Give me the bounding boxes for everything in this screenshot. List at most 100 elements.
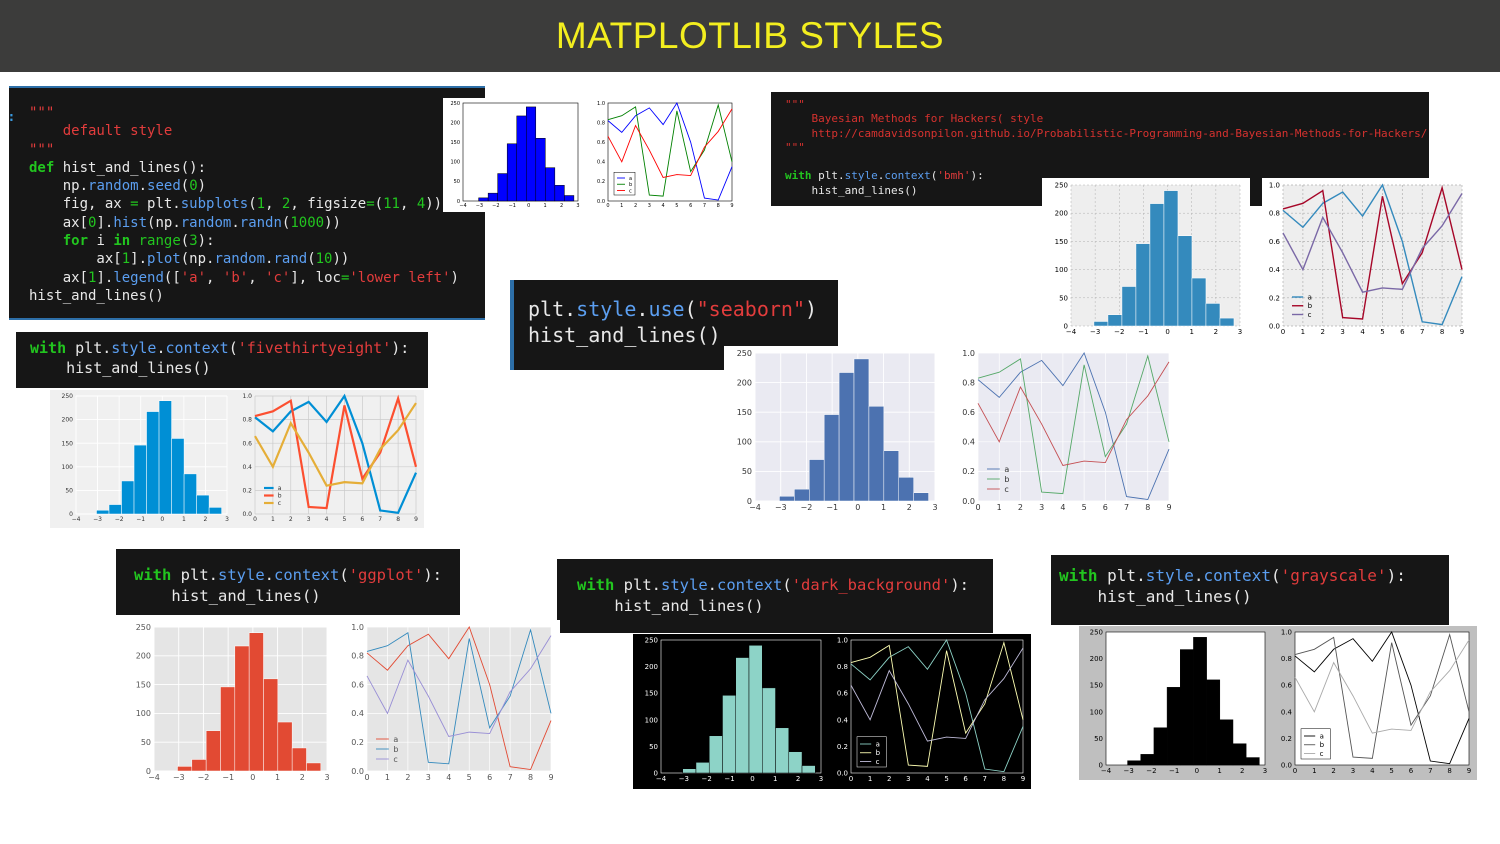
code-line: ax[1].plot(np.random.rand(10)) xyxy=(29,251,350,268)
x-tick-label: −2 xyxy=(492,203,499,209)
x-tick-label: 2 xyxy=(907,503,912,512)
histogram-bar xyxy=(1219,719,1234,766)
histogram-bar xyxy=(1219,317,1235,327)
legend-label: b xyxy=(629,182,632,188)
x-tick-label: 0 xyxy=(364,773,369,782)
x-tick-label: 1 xyxy=(544,203,547,209)
histogram-bar xyxy=(526,106,537,202)
line-chart-grayscale-style: 0 1 2 3 4 5 6 7 8 9 0.0 0.2 0.4 0.6 0.8 1.0 abc xyxy=(1275,626,1477,780)
x-tick-label: 5 xyxy=(675,203,678,209)
x-tick-label: 1 xyxy=(881,503,886,512)
x-tick-label: 5 xyxy=(343,516,347,523)
code-line xyxy=(785,155,1429,169)
x-tick-label: 4 xyxy=(1370,767,1375,775)
x-tick-label: −2 xyxy=(1146,767,1156,775)
line-chart-seaborn-style: 0 1 2 3 4 5 6 7 8 9 0.0 0.2 0.4 0.6 0.8 1.0 abc xyxy=(956,346,1178,518)
x-tick-label: 3 xyxy=(426,773,431,782)
histogram-dark-background-style: −4 −3 −2 −1 0 1 2 3 0 50 100 150 200 250 xyxy=(633,634,831,789)
histogram-bar xyxy=(1206,679,1221,766)
x-tick-label: 3 xyxy=(1238,328,1242,336)
x-tick-label: 1 xyxy=(182,516,186,523)
x-tick-label: 9 xyxy=(730,203,733,209)
y-tick-label: 100 xyxy=(450,160,460,166)
histogram-bar xyxy=(108,504,122,515)
y-tick-label: 0.8 xyxy=(597,120,605,126)
histogram-bar xyxy=(1166,687,1181,766)
x-tick-label: 2 xyxy=(560,203,563,209)
code-line: """ xyxy=(785,98,805,111)
histogram-bar xyxy=(735,657,750,774)
histogram-bar xyxy=(1163,190,1179,327)
histogram-bar xyxy=(1107,314,1123,327)
x-tick-label: 2 xyxy=(1214,328,1218,336)
x-tick-label: 0 xyxy=(160,516,164,523)
histogram-bar xyxy=(545,167,556,202)
y-tick-label: 250 xyxy=(1090,628,1103,636)
y-tick-label: 50 xyxy=(65,488,73,495)
y-tick-label: 0.8 xyxy=(962,378,975,387)
x-tick-label: 9 xyxy=(548,773,553,782)
code-line: http://camdavidsonpilon.github.io/Probab… xyxy=(785,126,1428,140)
x-tick-label: 8 xyxy=(396,516,400,523)
y-tick-label: 0.0 xyxy=(1269,322,1280,330)
histogram-bar xyxy=(158,400,172,515)
histogram-bar xyxy=(794,488,810,502)
histogram-bar xyxy=(1149,203,1165,327)
series-line-b xyxy=(850,640,1024,767)
code-line: np.random.seed(0) xyxy=(29,178,207,195)
x-tick-label: 1 xyxy=(773,775,777,783)
histogram-bar xyxy=(306,762,322,772)
legend-label: c xyxy=(1308,311,1312,319)
series-line-c xyxy=(850,647,1024,742)
histogram-bar xyxy=(779,496,795,502)
y-tick-label: 0.2 xyxy=(351,738,364,747)
y-tick-label: 1.0 xyxy=(837,636,848,644)
code-line: hist_and_lines() xyxy=(30,359,211,377)
legend-label: a xyxy=(876,740,880,748)
x-tick-label: 0 xyxy=(750,775,754,783)
legend-label: c xyxy=(1004,485,1008,494)
x-tick-label: −1 xyxy=(1138,328,1148,336)
legend-label: b xyxy=(1308,302,1313,310)
x-tick-label: 6 xyxy=(360,516,364,523)
series-line-a xyxy=(254,393,418,515)
x-tick-label: 2 xyxy=(204,516,208,523)
y-tick-label: 250 xyxy=(62,393,74,400)
y-tick-label: 150 xyxy=(62,440,74,447)
x-tick-label: 2 xyxy=(405,773,410,782)
x-tick-label: 6 xyxy=(689,203,692,209)
y-tick-label: 1.0 xyxy=(351,623,364,632)
code-line: with plt.style.context('fivethirtyeight'… xyxy=(30,339,410,357)
y-tick-label: 100 xyxy=(1090,708,1103,716)
code-line: with plt.style.context('dark_background'… xyxy=(577,576,969,594)
histogram-bar xyxy=(1153,727,1168,766)
y-tick-label: 100 xyxy=(737,438,752,447)
y-tick-label: 200 xyxy=(645,663,658,671)
y-tick-label: 0.8 xyxy=(837,663,848,671)
x-tick-label: −1 xyxy=(222,773,234,782)
histogram-bar xyxy=(291,747,307,772)
x-tick-label: 2 xyxy=(887,775,891,783)
legend-label: a xyxy=(1320,732,1324,740)
histogram-bar xyxy=(898,477,914,502)
y-tick-label: 0.8 xyxy=(1269,210,1280,218)
histogram-fivethirtyeight-style: −4 −3 −2 −1 0 1 2 3 0 50 100 150 200 250 xyxy=(50,390,236,528)
y-tick-label: 0 xyxy=(69,511,73,518)
histogram-bar xyxy=(1205,303,1221,327)
histogram-bar xyxy=(1193,637,1207,766)
x-tick-label: −3 xyxy=(679,775,689,783)
series-line-c xyxy=(366,635,552,737)
x-tick-label: 2 xyxy=(1240,767,1244,775)
code-line: hist_and_lines() xyxy=(785,183,918,197)
code-line: with plt.style.context('bmh'): xyxy=(785,169,984,183)
x-tick-label: 2 xyxy=(289,516,293,523)
x-tick-label: −3 xyxy=(476,203,483,209)
x-tick-label: −4 xyxy=(1101,767,1112,775)
x-tick-label: 4 xyxy=(1360,328,1365,336)
code-line: hist_and_lines() xyxy=(577,596,764,615)
x-tick-label: 5 xyxy=(467,773,472,782)
x-tick-label: −2 xyxy=(1114,328,1124,336)
x-tick-label: −2 xyxy=(115,516,124,523)
page-title: MATPLOTLIB STYLES xyxy=(555,15,945,56)
x-tick-label: 5 xyxy=(1389,767,1393,775)
